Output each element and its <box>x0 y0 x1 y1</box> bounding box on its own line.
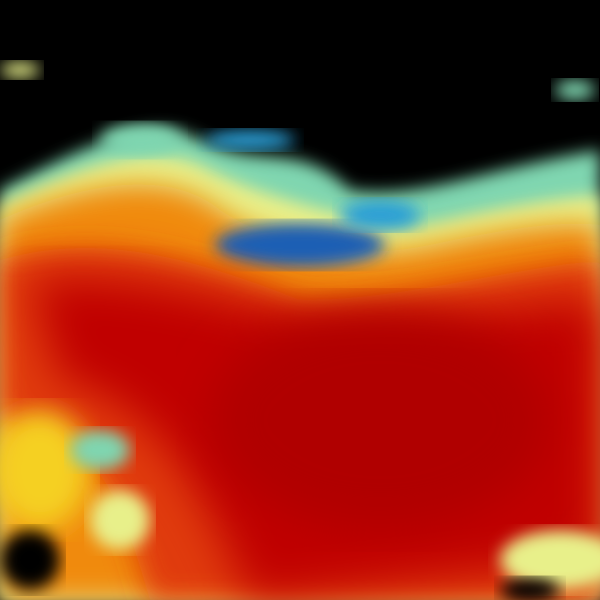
echo-blue-region <box>215 223 385 267</box>
echo-yellow-region <box>500 530 600 590</box>
echo-blue-region <box>205 130 295 150</box>
no-echo-region <box>500 578 560 600</box>
no-echo-region <box>0 530 60 590</box>
echo-cyan-region <box>70 430 130 470</box>
echo-yellow-region <box>0 410 90 530</box>
echo-yellow-region <box>90 490 150 550</box>
echo-speckle <box>0 62 40 78</box>
echo-speckle <box>555 80 595 100</box>
echo-cyan-region <box>100 124 180 156</box>
echo-blue-region <box>340 200 420 230</box>
echo-core <box>210 310 550 530</box>
